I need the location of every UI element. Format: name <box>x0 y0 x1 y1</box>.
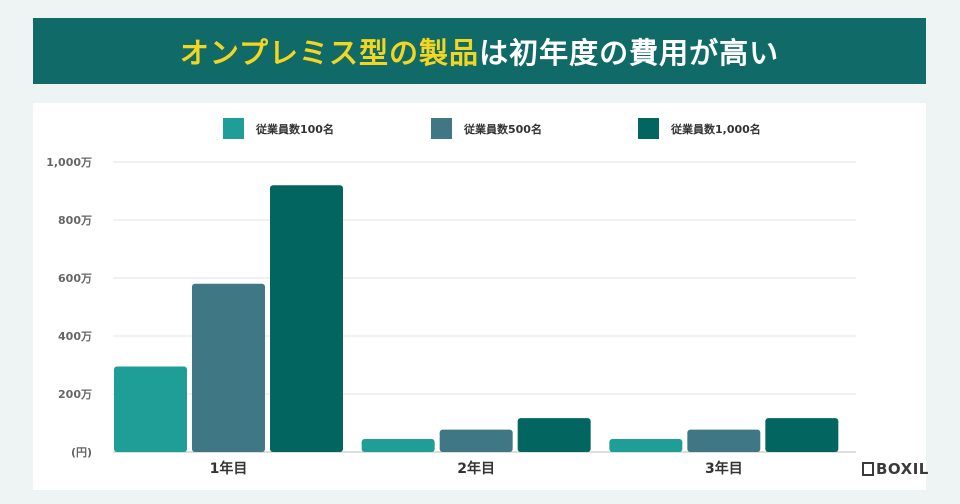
legend-swatch <box>638 118 659 139</box>
bar <box>361 438 435 452</box>
y-tick-label: 1,000万 <box>46 156 92 169</box>
title-rest: は初年度の費用が高い <box>479 36 780 70</box>
x-tick-label: 3年目 <box>705 460 743 477</box>
legend-label: 従業員数1,000名 <box>670 122 761 136</box>
legend-label: 従業員数500名 <box>463 122 542 136</box>
x-tick-label: 1年目 <box>210 460 248 477</box>
bar <box>765 418 839 452</box>
bar <box>609 438 683 452</box>
title-banner: オンプレミス型の製品は初年度の費用が高い <box>33 18 926 84</box>
bar <box>192 283 265 452</box>
legend-swatch <box>223 118 244 139</box>
chart-title: オンプレミス型の製品は初年度の費用が高い <box>180 30 779 72</box>
y-tick-label: 400万 <box>58 330 92 343</box>
bar <box>114 366 187 452</box>
y-tick-label: 600万 <box>58 272 92 285</box>
y-tick-label: (円) <box>71 446 92 459</box>
legend-label: 従業員数100名 <box>255 122 334 136</box>
boxil-logo-icon <box>862 462 874 476</box>
brand-name: BOXIL <box>876 460 929 478</box>
bar <box>270 185 343 452</box>
bar <box>517 418 591 452</box>
brand-logo: BOXIL <box>862 460 929 478</box>
x-tick-label: 2年目 <box>457 460 495 477</box>
y-tick-label: 200万 <box>58 388 92 401</box>
y-tick-label: 800万 <box>58 214 92 227</box>
legend-swatch <box>431 118 452 139</box>
bar <box>687 429 761 452</box>
bar <box>439 429 513 452</box>
title-highlight: オンプレミス型の製品 <box>179 36 480 70</box>
